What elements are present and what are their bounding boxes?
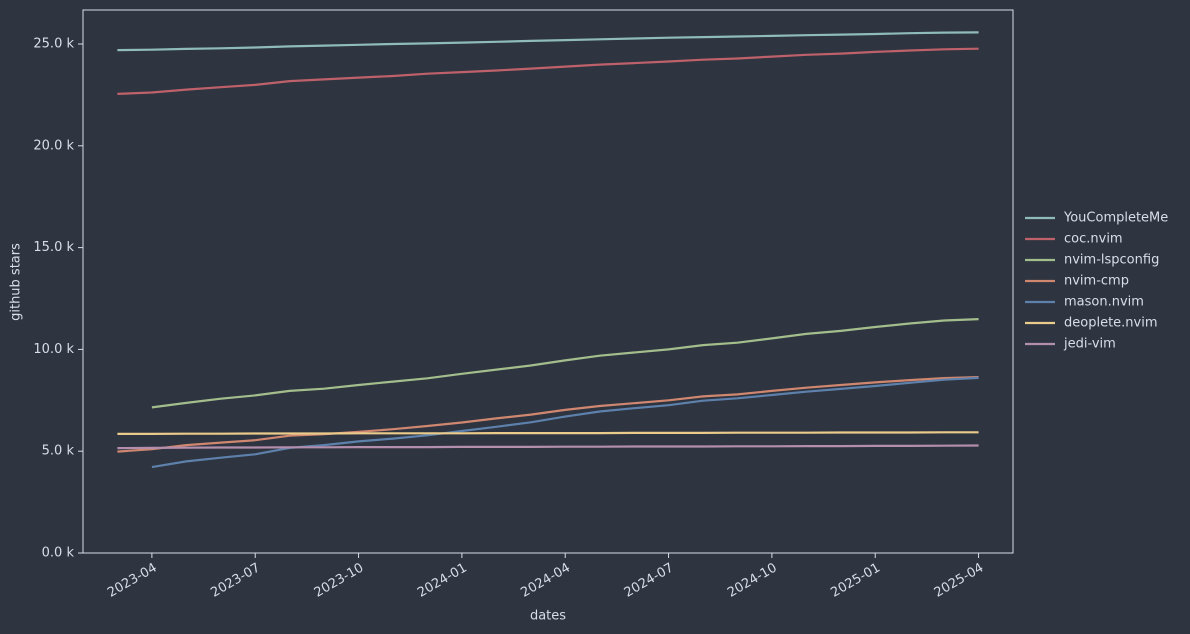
legend-label: YouCompleteMe [1063,211,1168,226]
plot-frame [82,9,1014,554]
x-axis-label: dates [530,609,566,624]
legend-label: coc.nvim [1064,232,1123,247]
series-line [117,376,979,453]
legend-label: nvim-lspconfig [1064,253,1159,268]
y-tick-label: 15.0 k [33,240,74,255]
legend-label: jedi-vim [1063,337,1116,352]
legend-label: mason.nvim [1064,295,1144,310]
series-line [151,318,979,409]
series-line [117,431,979,435]
series-line [117,444,979,450]
y-tick-label: 0.0 k [42,546,75,561]
y-axis-label: github stars [9,243,24,321]
y-tick-label: 5.0 k [42,444,75,459]
series-line [117,47,979,95]
series-line [117,31,979,52]
y-tick-label: 20.0 k [33,138,74,153]
legend-label: deoplete.nvim [1064,316,1158,331]
legend-label: nvim-cmp [1064,274,1129,289]
y-tick-label: 25.0 k [33,37,74,52]
y-tick-label: 10.0 k [33,342,74,357]
